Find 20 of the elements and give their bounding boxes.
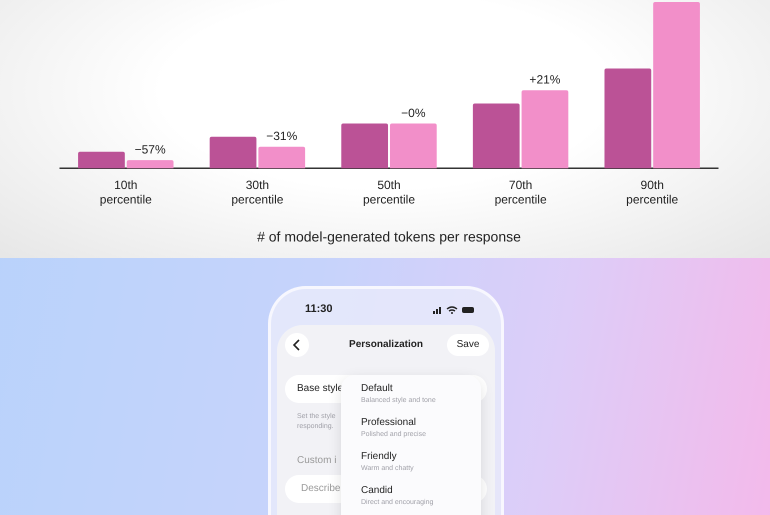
bar bbox=[653, 2, 700, 168]
x-tick-label: 30th percentile bbox=[231, 178, 284, 206]
x-tick-label: 50th percentile bbox=[362, 178, 416, 206]
annotation: −0% bbox=[401, 106, 426, 120]
annotation: −57% bbox=[134, 142, 166, 156]
bar bbox=[258, 146, 306, 168]
annotation: −31% bbox=[266, 129, 298, 144]
annotation: +21% bbox=[529, 72, 561, 87]
bar bbox=[341, 123, 388, 168]
bar bbox=[126, 160, 174, 168]
x-axis-title: # of model-generated tokens per response bbox=[257, 228, 522, 244]
x-tick-label: 70th percentile bbox=[494, 178, 547, 206]
bar bbox=[210, 136, 256, 168]
bar bbox=[604, 68, 652, 168]
bar bbox=[78, 152, 125, 168]
x-tick-label: 90th percentile bbox=[626, 178, 679, 206]
bar bbox=[390, 123, 437, 168]
bar bbox=[472, 104, 520, 168]
x-tick-label: 10th percentile bbox=[100, 178, 152, 206]
bar bbox=[522, 90, 568, 168]
